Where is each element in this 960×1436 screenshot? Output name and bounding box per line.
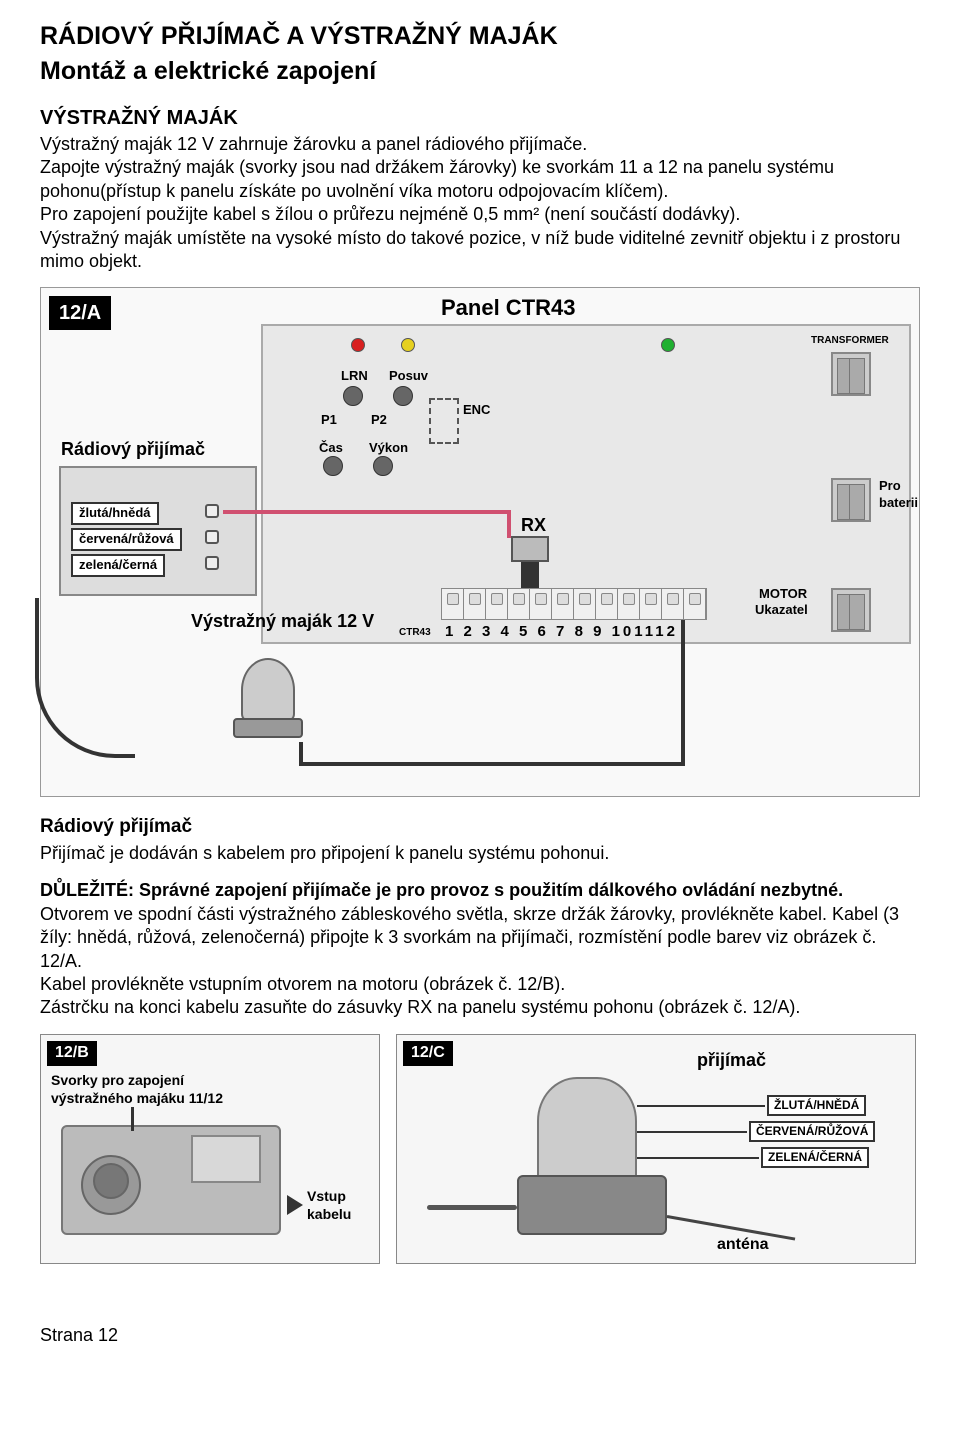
section2-heading: Rádiový přijímač: [40, 815, 920, 840]
p2-label: P2: [371, 412, 387, 429]
title-main: RÁDIOVÝ PŘIJÍMAČ A VÝSTRAŽNÝ MAJÁK: [40, 20, 920, 53]
transformer-terminals: [831, 352, 871, 396]
transformer-label: TRANSFORMER: [811, 334, 889, 347]
cas-label: Čas: [319, 440, 343, 457]
terminal-strip: [441, 588, 707, 620]
badge-12a: 12/A: [49, 296, 111, 330]
pointer-line: [131, 1107, 134, 1131]
receiver-base: [517, 1175, 667, 1235]
ctr43-small: CTR43: [399, 626, 431, 639]
badge-12c: 12/C: [403, 1041, 453, 1066]
wire-label-0: žlutá/hnědá: [71, 502, 159, 525]
section2-p1: Přijímač je dodáván s kabelem pro připoj…: [40, 842, 920, 865]
fig12b-terminals-label: Svorky pro zapojení výstražného majáku 1…: [51, 1071, 223, 1107]
motor-panel-open: [191, 1135, 261, 1183]
beacon-label: Výstražný maják 12 V: [191, 610, 374, 633]
fig-12b: 12/B Svorky pro zapojení výstražného maj…: [40, 1034, 380, 1264]
tag-line-2: [637, 1157, 759, 1159]
posuv-label: Posuv: [389, 368, 428, 385]
rx-plug: [511, 536, 549, 562]
wire-label-2: zelená/černá: [71, 554, 165, 577]
beacon-shape: [241, 658, 303, 738]
section1-heading: VÝSTRAŽNÝ MAJÁK: [40, 105, 920, 131]
ukazatel-label: Ukazatel: [755, 602, 808, 619]
title-sub: Montáž a elektrické zapojení: [40, 55, 920, 88]
tag-line-0: [637, 1105, 765, 1107]
terminal-nums: 1 2 3 4 5 6 7 8 9 101112: [445, 622, 678, 642]
cable-rx-h: [223, 510, 509, 514]
motor-terminals: [831, 588, 871, 632]
motor-cyl2: [93, 1163, 129, 1199]
receiver-label: Rádiový přijímač: [61, 438, 205, 461]
section1-p1: Výstražný maják 12 V zahrnuje žárovku a …: [40, 133, 920, 156]
rx-term-3: [205, 556, 219, 570]
section1-body: Výstražný maják 12 V zahrnuje žárovku a …: [40, 133, 920, 273]
enc-box: [429, 398, 459, 444]
motor-label: MOTOR: [759, 586, 807, 603]
cable-up-beacon: [299, 742, 303, 766]
p1-label: P1: [321, 412, 337, 429]
rx-label: RX: [521, 514, 546, 537]
enc-label: ENC: [463, 402, 490, 419]
cable-rx-v: [507, 510, 511, 538]
fig-12c: 12/C přijímač ŽLUTÁ/HNĚDÁ ČERVENÁ/RŮŽOVÁ…: [396, 1034, 916, 1264]
section1-p2: Zapojte výstražný maják (svorky jsou nad…: [40, 156, 920, 203]
section2-p2: Otvorem ve spodní části výstražného zábl…: [40, 903, 920, 973]
vykon-label: Výkon: [369, 440, 408, 457]
section2-block: Rádiový přijímač Přijímač je dodáván s k…: [40, 815, 920, 1019]
section1-p4: Výstražný maják umístěte na vysoké místo…: [40, 227, 920, 274]
antenna-curve: [35, 598, 135, 758]
cable-h1: [299, 762, 685, 766]
panel-title: Panel CTR43: [441, 294, 576, 323]
diagram-12a: 12/A Panel CTR43 TRANSFORMER LRN Posuv P…: [40, 287, 920, 797]
fig12c-tag-0: ŽLUTÁ/HNĚDÁ: [767, 1095, 866, 1117]
section2-p3: Kabel provlékněte vstupním otvorem na mo…: [40, 973, 920, 996]
fig12c-tag-1: ČERVENÁ/RŮŽOVÁ: [749, 1121, 875, 1143]
tag-line-1: [637, 1131, 747, 1133]
rx-term-1: [205, 504, 219, 518]
fig12c-tag-2: ZELENÁ/ČERNÁ: [761, 1147, 869, 1169]
badge-12b: 12/B: [47, 1041, 97, 1066]
section1-p3: Pro zapojení použijte kabel s žílou o pr…: [40, 203, 920, 226]
pro-baterii-label: Pro baterii: [879, 478, 918, 512]
important-label: DŮLEŽITÉ: Správné zapojení přijímače je …: [40, 879, 920, 902]
lrn-label: LRN: [341, 368, 368, 385]
page-footer: Strana 12: [40, 1324, 920, 1347]
cable-left: [427, 1205, 517, 1210]
figures-row: 12/B Svorky pro zapojení výstražného maj…: [40, 1034, 920, 1264]
antenna-label: anténa: [717, 1235, 769, 1256]
battery-terminals: [831, 478, 871, 522]
fig12c-receiver-label: přijímač: [697, 1049, 766, 1072]
cable-down1: [681, 620, 685, 766]
wire-label-1: červená/růžová: [71, 528, 182, 551]
receiver-shape: [537, 1077, 637, 1187]
fig12b-cable-label: Vstup kabelu: [307, 1187, 351, 1223]
section2-p4: Zástrčku na konci kabelu zasuňte do zásu…: [40, 996, 920, 1019]
arrow-icon: [287, 1195, 303, 1215]
rx-term-2: [205, 530, 219, 544]
